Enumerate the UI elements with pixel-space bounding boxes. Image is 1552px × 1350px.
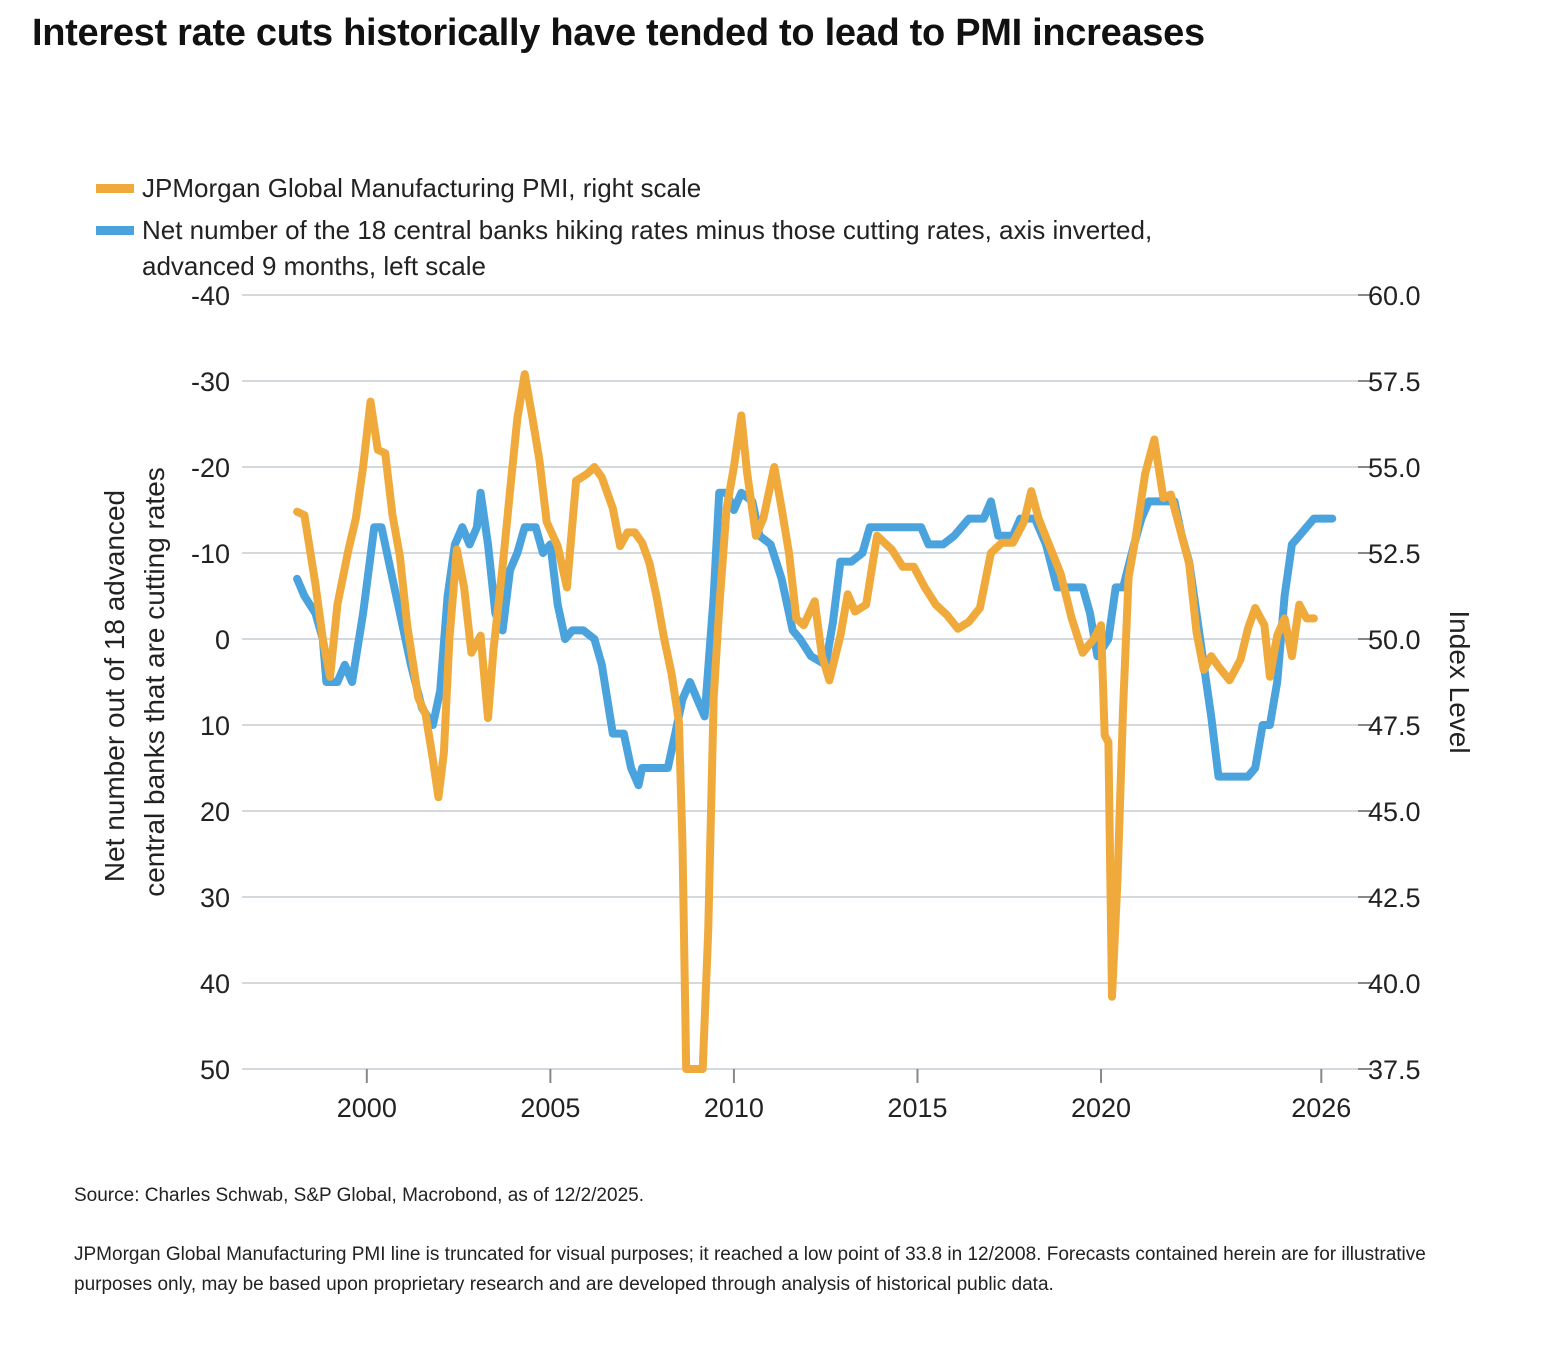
- left-axis-title-line1: Net number out of 18 advanced: [99, 490, 130, 882]
- chart-source: Source: Charles Schwab, S&P Global, Macr…: [74, 1185, 644, 1206]
- right-tick-label: 40.0: [1368, 969, 1421, 999]
- left-tick-label: 30: [200, 883, 230, 913]
- x-tick-label: 2020: [1071, 1093, 1131, 1123]
- left-tick-label: 0: [215, 625, 230, 655]
- right-tick-label: 57.5: [1368, 367, 1421, 397]
- legend-label-pmi: JPMorgan Global Manufacturing PMI, right…: [142, 173, 702, 203]
- x-tick-label: 2026: [1291, 1093, 1351, 1123]
- right-tick-label: 50.0: [1368, 625, 1421, 655]
- right-tick-label: 37.5: [1368, 1055, 1421, 1085]
- x-tick-label: 2015: [887, 1093, 947, 1123]
- left-tick-label: 10: [200, 711, 230, 741]
- axes: Net number out of 18 advanced central ba…: [99, 281, 1475, 1123]
- left-tick-label: -20: [191, 453, 230, 483]
- legend-swatch-pmi: [96, 184, 134, 193]
- x-tick-label: 2000: [337, 1093, 397, 1123]
- right-tick-label: 52.5: [1368, 539, 1421, 569]
- right-axis-title: Index Level: [1444, 610, 1475, 753]
- series: [293, 370, 1337, 1073]
- legend-item-banks: Net number of the 18 central banks hikin…: [96, 212, 1272, 284]
- pmi-line: [293, 370, 1318, 1073]
- dual-axis-line-chart: Net number out of 18 advanced central ba…: [99, 281, 1475, 1123]
- legend-swatch-banks: [96, 226, 134, 235]
- left-axis-title-line2: central banks that are cutting rates: [139, 467, 170, 897]
- legend-item-pmi: JPMorgan Global Manufacturing PMI, right…: [96, 170, 1272, 206]
- right-tick-label: 55.0: [1368, 453, 1421, 483]
- left-tick-label: 50: [200, 1055, 230, 1085]
- chart-legend: JPMorgan Global Manufacturing PMI, right…: [96, 170, 1272, 290]
- x-tick-label: 2005: [520, 1093, 580, 1123]
- right-tick-label: 60.0: [1368, 281, 1421, 311]
- left-tick-label: 40: [200, 969, 230, 999]
- left-tick-label: -40: [191, 281, 230, 311]
- right-tick-label: 42.5: [1368, 883, 1421, 913]
- right-tick-label: 47.5: [1368, 711, 1421, 741]
- page-title: Interest rate cuts historically have ten…: [32, 12, 1205, 54]
- legend-label-banks: Net number of the 18 central banks hikin…: [142, 215, 1153, 281]
- right-tick-label: 45.0: [1368, 797, 1421, 827]
- left-tick-label: 20: [200, 797, 230, 827]
- left-tick-label: -30: [191, 367, 230, 397]
- left-tick-label: -10: [191, 539, 230, 569]
- x-tick-label: 2010: [704, 1093, 764, 1123]
- chart-footnote: JPMorgan Global Manufacturing PMI line i…: [74, 1244, 1426, 1295]
